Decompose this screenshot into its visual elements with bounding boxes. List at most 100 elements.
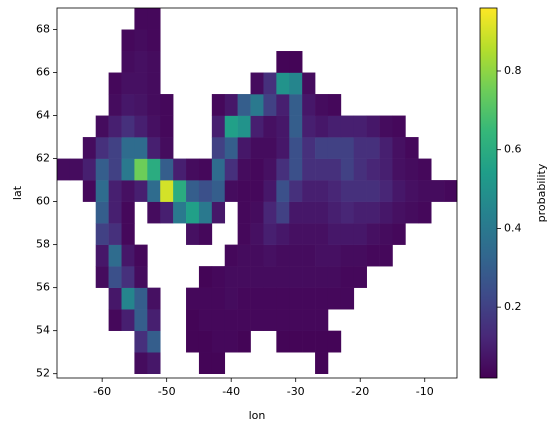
heat-cell [147, 330, 161, 353]
heat-cell [121, 94, 135, 116]
heat-cell [121, 180, 135, 202]
heat-cell [108, 266, 122, 288]
heat-cell [198, 158, 213, 181]
heat-cell [405, 180, 419, 202]
heat-cell [353, 223, 367, 245]
heat-cell [237, 223, 251, 245]
heat-cell [392, 137, 406, 159]
heat-cell [366, 244, 380, 267]
heat-cell [173, 158, 187, 181]
heat-cell [289, 51, 303, 73]
x-axis-label: lon [249, 409, 266, 422]
heat-cell [276, 266, 290, 288]
colorbar-tick-label: 0.8 [504, 64, 522, 77]
heat-cell [186, 309, 200, 331]
heat-cell [121, 287, 135, 310]
heat-cell [82, 180, 97, 202]
heat-cell [315, 244, 329, 267]
heat-cell [302, 309, 316, 331]
heat-cell [108, 115, 122, 138]
heat-cell [160, 180, 174, 202]
heat-cell [108, 244, 122, 267]
x-tick-label: -40 [222, 385, 240, 398]
heat-cell [198, 330, 213, 353]
heat-cell [198, 287, 213, 310]
heat-cell [224, 309, 238, 331]
plot-frame [56, 7, 458, 379]
heat-cell [173, 180, 187, 202]
heat-cell [95, 180, 109, 202]
heat-cell [289, 72, 303, 95]
heat-cell [237, 309, 251, 331]
heat-cell [302, 180, 316, 202]
heat-cell [160, 115, 174, 138]
colorbar-tick-label: 0.2 [504, 300, 522, 313]
heat-cell [289, 266, 303, 288]
heat-cell [327, 94, 342, 116]
heat-cell [147, 29, 161, 52]
heat-cell [95, 137, 109, 159]
heat-cell [379, 158, 393, 181]
heat-cell [327, 330, 342, 353]
heat-cell [211, 287, 226, 310]
heat-cell [147, 8, 161, 30]
heat-cell [276, 137, 290, 159]
x-tick-label: -20 [351, 385, 369, 398]
heat-cell [108, 94, 122, 116]
heat-cell [69, 158, 84, 181]
heat-cell [198, 201, 213, 224]
heat-cell [276, 330, 290, 353]
heat-cell [237, 94, 251, 116]
heat-cell [224, 244, 238, 267]
heat-cell [366, 115, 380, 138]
heat-cell [147, 201, 161, 224]
heat-cell [353, 158, 367, 181]
heat-cell [237, 201, 251, 224]
heat-cell [95, 223, 109, 245]
heat-cell [186, 287, 200, 310]
heat-cell [82, 137, 97, 159]
heat-cell [392, 115, 406, 138]
heat-cell [276, 115, 290, 138]
heat-cell [95, 115, 109, 138]
heat-cell [134, 29, 148, 52]
heat-cell [302, 223, 316, 245]
heat-cell [276, 72, 290, 95]
heat-cell [121, 137, 135, 159]
heat-cell [366, 137, 380, 159]
y-tick-label: 54 [36, 324, 50, 337]
heat-cell [147, 51, 161, 73]
heat-cell [237, 137, 251, 159]
heat-cell [134, 137, 148, 159]
heat-cell [211, 352, 226, 374]
heat-cell [289, 287, 303, 310]
heat-cell [237, 287, 251, 310]
y-tick-label: 68 [36, 23, 50, 36]
heat-cell [237, 330, 251, 353]
heat-cell [302, 72, 316, 95]
heat-cell [237, 115, 251, 138]
heat-cell [340, 137, 355, 159]
heat-cell [147, 72, 161, 95]
heat-cell [327, 287, 342, 310]
heat-cell [340, 266, 355, 288]
heat-cell [121, 158, 135, 181]
heat-cell [198, 180, 213, 202]
heat-cell [379, 223, 393, 245]
heat-cell [353, 180, 367, 202]
heat-cell [302, 158, 316, 181]
heat-cell [121, 201, 135, 224]
heat-cell [198, 223, 213, 245]
heat-cell [276, 201, 290, 224]
heat-cell [147, 180, 161, 202]
heat-cell [211, 330, 226, 353]
heat-cell [327, 180, 342, 202]
heat-cell [57, 158, 71, 181]
heat-cell [366, 158, 380, 181]
heat-cell [340, 223, 355, 245]
colorbar [479, 7, 498, 379]
heat-cell [315, 115, 329, 138]
heat-cell [276, 94, 290, 116]
heat-cell [224, 158, 238, 181]
heat-cell [134, 94, 148, 116]
